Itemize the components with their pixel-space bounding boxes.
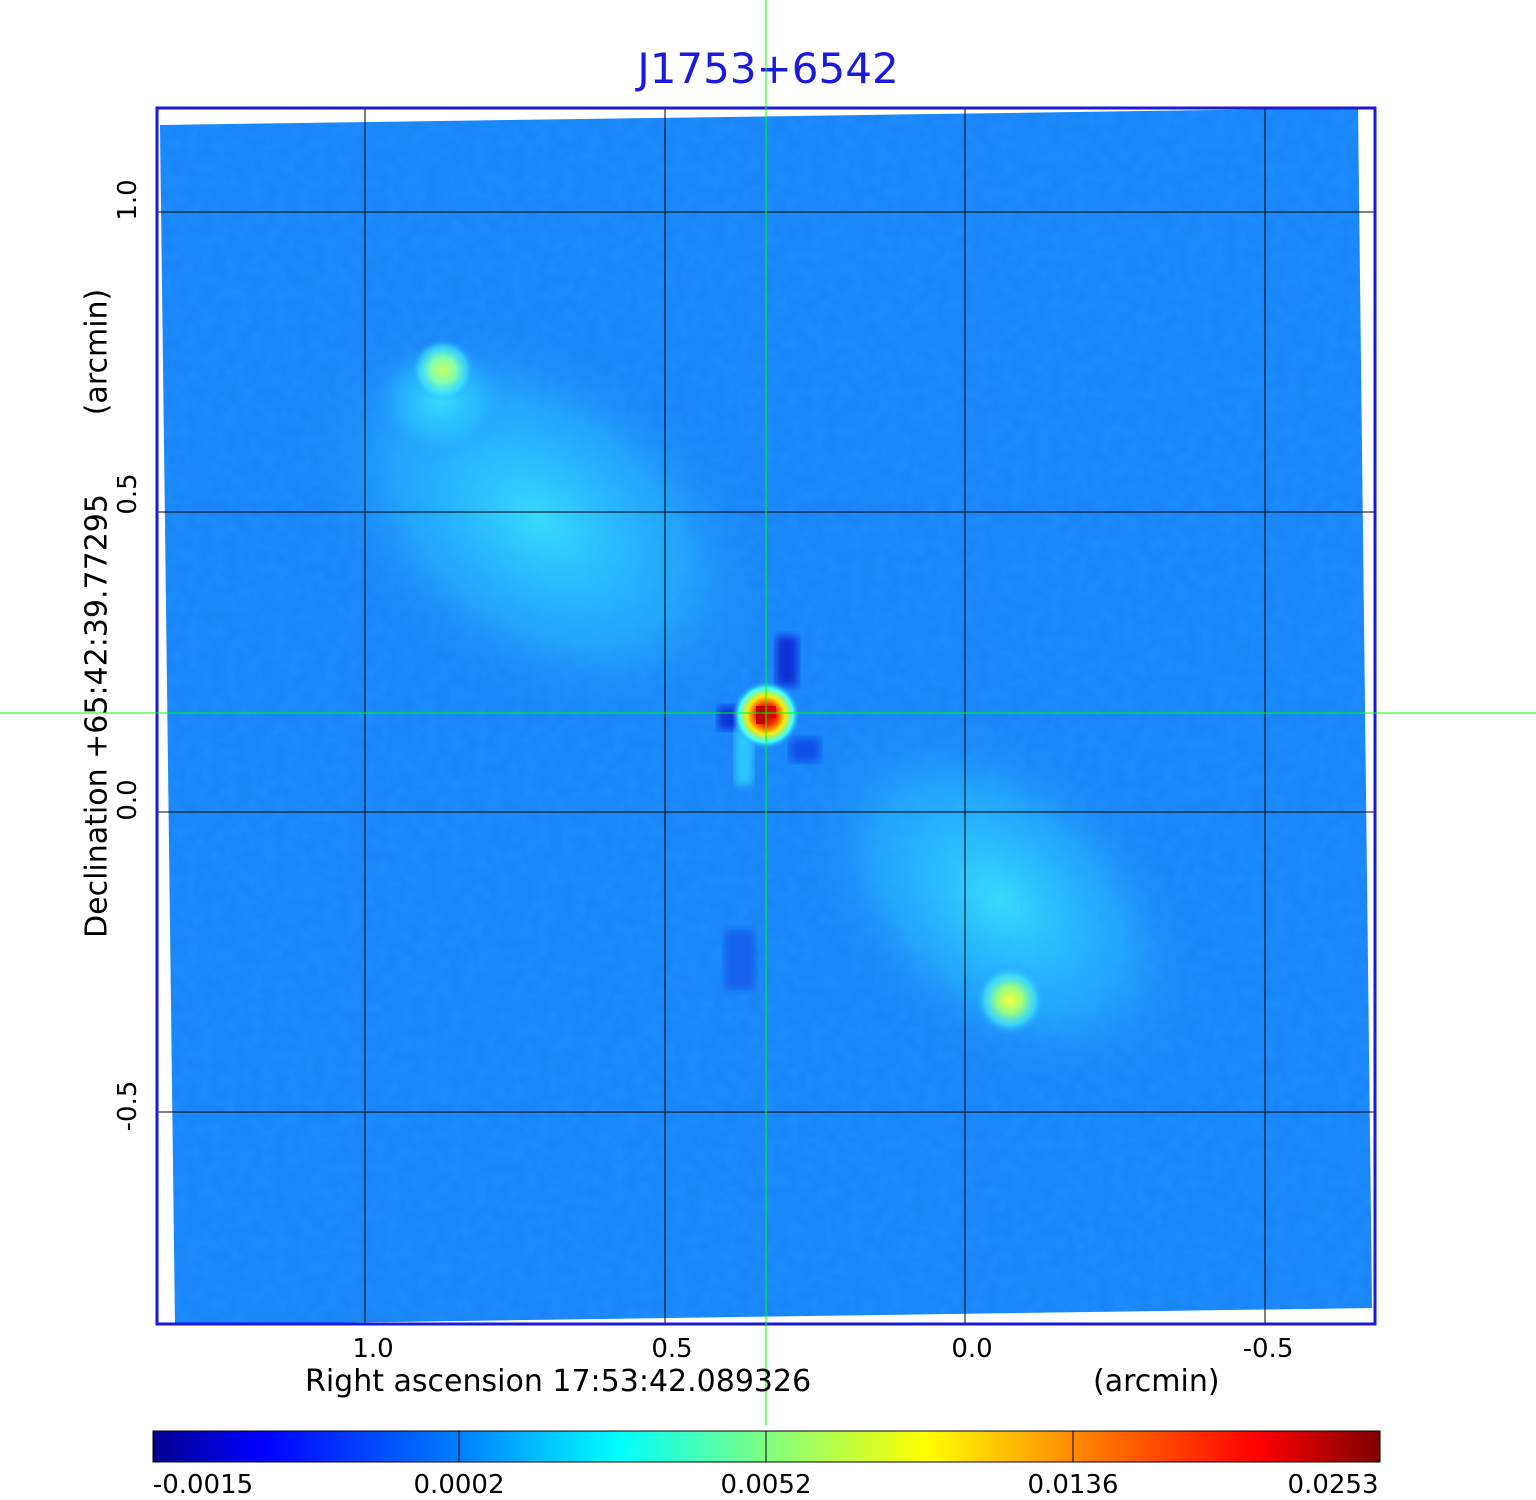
sky-image — [160, 108, 1372, 1325]
x-tick-label: 0.0 — [951, 1334, 993, 1364]
hotspot-northeast — [411, 338, 475, 402]
y-axis-unit: (arcmin) — [79, 288, 115, 416]
y-tick-label: 1.0 — [113, 179, 143, 221]
y-tick-label: -0.5 — [113, 1080, 143, 1132]
colorbar-ticks — [458, 1431, 1074, 1462]
colorbar-tick-label: 0.0052 — [720, 1470, 812, 1500]
colorbar-tick-label: -0.0015 — [152, 1470, 254, 1500]
x-tick-label: 0.5 — [651, 1334, 693, 1364]
y-tick-label: 0.0 — [113, 779, 143, 821]
colorbar-tick-label: 0.0136 — [1027, 1470, 1119, 1500]
y-axis-label: Declination +65:42:39.77295 — [79, 494, 115, 938]
negative-artifact-lower — [725, 930, 755, 990]
hotspot-southwest — [974, 964, 1046, 1036]
x-axis-unit: (arcmin) — [1093, 1364, 1220, 1399]
colorbar-tick-label: 0.0253 — [1287, 1470, 1379, 1500]
x-tick-label: 1.0 — [352, 1334, 394, 1364]
radio-lobe-southwest — [799, 712, 1201, 1088]
core-peak-pixel-2 — [766, 706, 776, 718]
negative-artifact-north — [776, 636, 798, 686]
y-tick-label: 0.5 — [113, 473, 143, 515]
negative-artifact-south — [790, 738, 820, 762]
image-title: J1753+6542 — [637, 44, 899, 93]
colorbar-tick-label: 0.0002 — [413, 1470, 505, 1500]
x-axis-label: Right ascension 17:53:42.089326 — [305, 1364, 812, 1399]
crosshair — [0, 0, 1536, 1425]
core-peak-pixel-1 — [756, 706, 766, 724]
x-tick-label: -0.5 — [1242, 1334, 1294, 1364]
